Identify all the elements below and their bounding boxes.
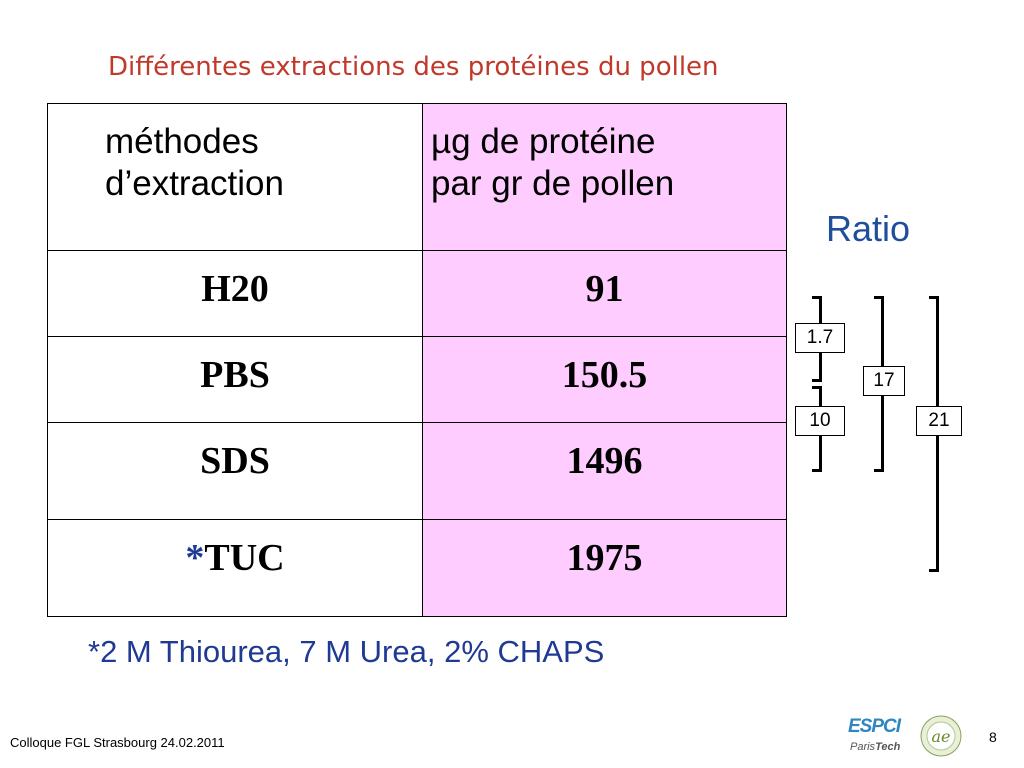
ratio-label: Ratio	[826, 208, 911, 249]
method-cell: SDS	[47, 422, 423, 520]
header-methods-line1: méthodes	[105, 122, 259, 161]
footer-text: Colloque FGL Strasbourg 24.02.2011	[10, 735, 225, 750]
method-cell: PBS	[47, 336, 423, 423]
value-cell: 91	[422, 250, 787, 337]
ratio-box-tuc-h20: 21	[916, 406, 962, 436]
method-star: *	[185, 537, 205, 579]
ae-badge-icon: ae	[920, 715, 962, 757]
method-name: SDS	[200, 440, 270, 482]
slide-title: Différentes extractions des protéines du…	[108, 52, 719, 82]
ae-letters: ae	[931, 727, 950, 746]
protein-value: 1975	[566, 537, 643, 579]
logo-group: ESPCI ParisTech ae	[848, 714, 972, 762]
ratio-box-pbs-h20: 1.7	[795, 323, 845, 353]
ratio-box-sds-h20: 17	[863, 366, 905, 396]
method-name: H20	[201, 268, 269, 310]
paristech-logo: ParisTech	[850, 741, 900, 753]
value-cell: 1975	[422, 519, 787, 617]
table-header-row: méthodes d’extraction µg de protéine par…	[47, 103, 787, 251]
table-row: *TUC 1975	[47, 519, 787, 617]
ratio-box-sds-pbs: 10	[795, 406, 845, 436]
method-cell: *TUC	[47, 519, 423, 617]
protein-value: 91	[585, 268, 624, 310]
table-row: H20 91	[47, 250, 787, 337]
paristech-tech: Tech	[875, 741, 901, 753]
paristech-paris: Paris	[850, 741, 876, 753]
page-number: 8	[989, 729, 997, 745]
espci-logo: ESPCI	[848, 716, 901, 737]
header-methods: méthodes d’extraction	[48, 104, 422, 205]
header-protein-line1: µg de protéine	[431, 122, 656, 161]
value-cell: 1496	[422, 422, 787, 520]
method-name: PBS	[200, 354, 270, 396]
value-cell: 150.5	[422, 336, 787, 423]
header-methods-cell: méthodes d’extraction	[47, 103, 423, 251]
header-protein: µg de protéine par gr de pollen	[423, 104, 786, 205]
header-protein-line2: par gr de pollen	[431, 164, 675, 203]
extraction-table: méthodes d’extraction µg de protéine par…	[47, 103, 787, 617]
protein-value: 150.5	[561, 354, 648, 396]
table-row: SDS 1496	[47, 422, 787, 520]
footnote: *2 M Thiourea, 7 M Urea, 2% CHAPS	[88, 634, 605, 669]
method-name: TUC	[204, 537, 285, 579]
table-row: PBS 150.5	[47, 336, 787, 423]
header-protein-cell: µg de protéine par gr de pollen	[422, 103, 787, 251]
protein-value: 1496	[566, 440, 643, 482]
method-cell: H20	[47, 250, 423, 337]
header-methods-line2: d’extraction	[105, 164, 284, 203]
